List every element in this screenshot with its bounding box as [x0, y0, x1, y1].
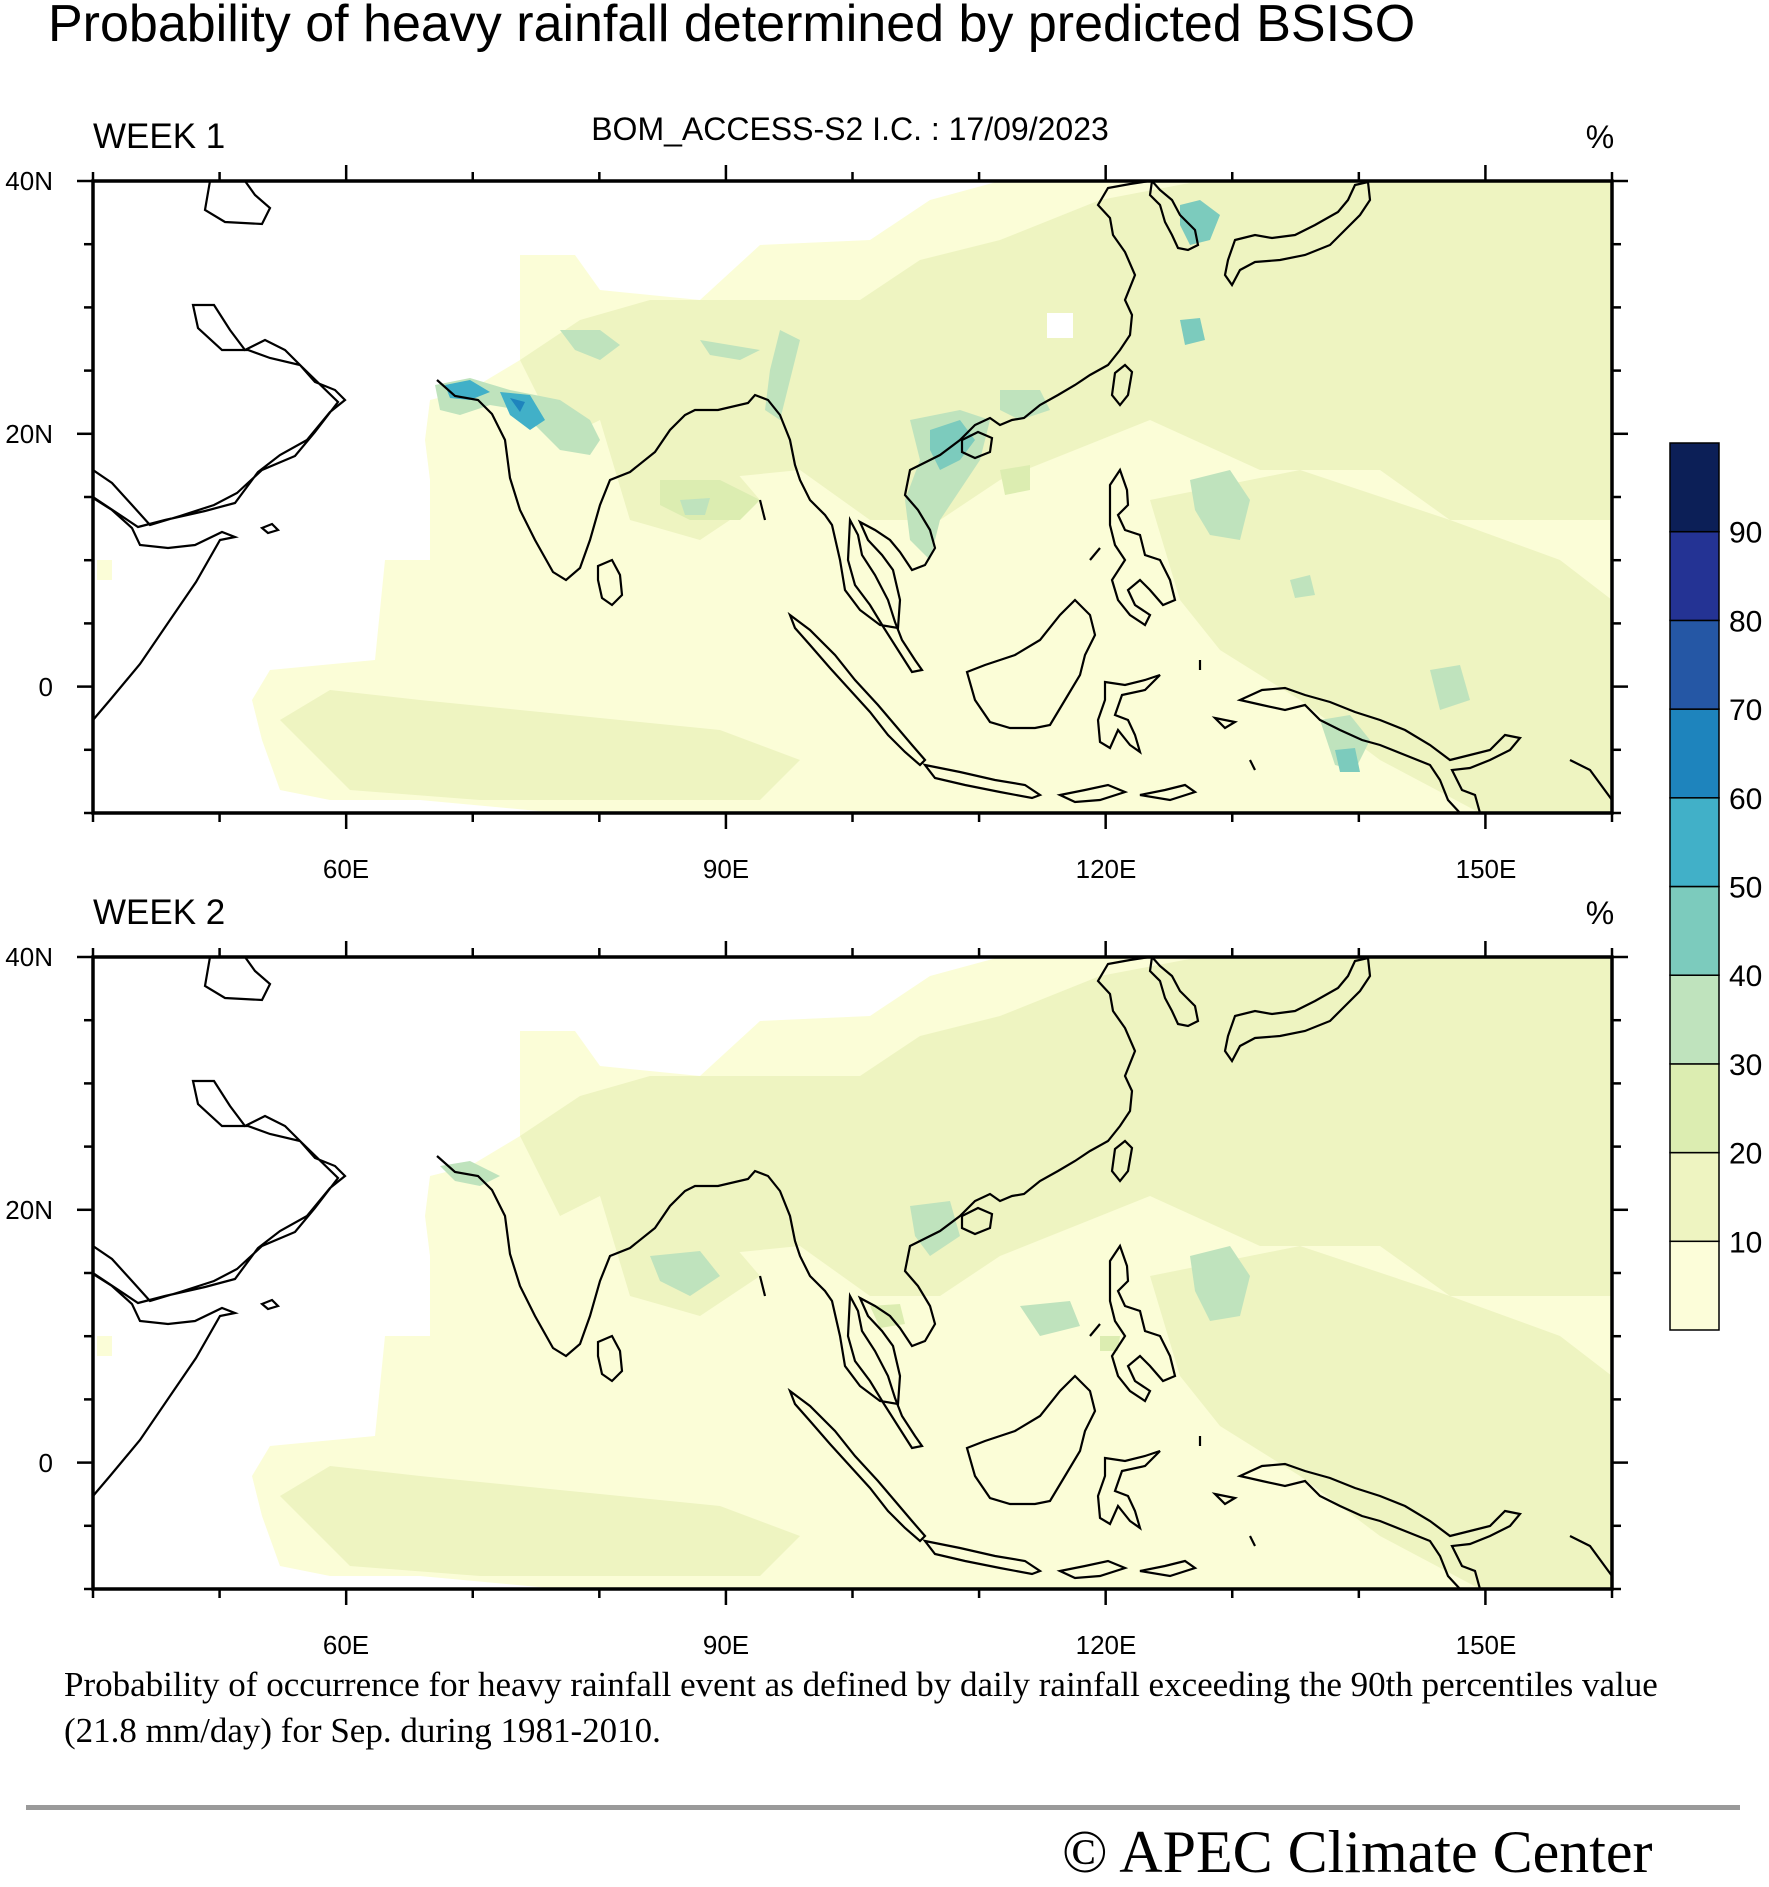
lat-labels-week2: 40N 20N 0 — [5, 942, 53, 1478]
axis-ticks-week2 — [77, 941, 1628, 1605]
colorbar-swatch — [1669, 708, 1720, 799]
copyright-text: © APEC Climate Center — [1062, 1819, 1653, 1885]
lon-label: 90E — [703, 854, 749, 884]
lon-label: 150E — [1456, 1630, 1517, 1660]
colorbar-level-label: 30 — [1729, 1049, 1762, 1082]
lat-label: 20N — [5, 419, 53, 449]
unit-label-week1: % — [1586, 119, 1614, 155]
panel-label-week2: WEEK 2 — [93, 893, 225, 932]
lat-label: 0 — [39, 1448, 53, 1478]
lat-labels-week1: 40N 20N 0 — [5, 166, 53, 702]
colorbar-swatch — [1669, 885, 1720, 976]
lon-label: 150E — [1456, 854, 1517, 884]
colorbar-swatch — [1669, 442, 1720, 533]
panel-week2 — [77, 941, 1628, 1605]
colorbar-level-label: 40 — [1729, 960, 1762, 993]
lon-label: 120E — [1076, 854, 1137, 884]
axis-ticks-week1 — [77, 165, 1628, 829]
colorbar-level-label: 90 — [1729, 517, 1762, 550]
colorbar-swatch — [1669, 530, 1720, 622]
colorbar-swatch — [1669, 797, 1720, 888]
lon-label: 90E — [703, 1630, 749, 1660]
colorbar: 10 20 30 40 50 60 70 80 90 — [1669, 442, 1762, 1331]
lon-label: 60E — [323, 1630, 369, 1660]
probability-field-week1 — [93, 181, 1612, 813]
figure-caption: Probability of occurrence for heavy rain… — [64, 1665, 1658, 1750]
colorbar-swatch — [1669, 619, 1720, 710]
lat-label: 20N — [5, 1195, 53, 1225]
panel-week1 — [77, 165, 1628, 829]
divider — [26, 1805, 1740, 1810]
lon-labels-week2: 60E 90E 120E 150E — [323, 1630, 1517, 1660]
lon-labels-week1: 60E 90E 120E 150E — [323, 854, 1517, 884]
colorbar-swatch — [1669, 1151, 1720, 1243]
lat-label: 40N — [5, 942, 53, 972]
colorbar-level-label: 20 — [1729, 1138, 1762, 1171]
colorbar-level-label: 60 — [1729, 783, 1762, 816]
colorbar-level-label: 80 — [1729, 605, 1762, 638]
colorbar-swatch — [1669, 1240, 1720, 1331]
lon-label: 120E — [1076, 1630, 1137, 1660]
probability-field-week2 — [93, 957, 1612, 1589]
colorbar-swatch — [1669, 974, 1720, 1065]
colorbar-level-label: 50 — [1729, 872, 1762, 905]
lon-label: 60E — [323, 854, 369, 884]
lat-label: 0 — [39, 672, 53, 702]
unit-label-week2: % — [1586, 895, 1614, 931]
model-info-text: BOM_ACCESS-S2 I.C. : 17/09/2023 — [591, 111, 1109, 147]
panel-label-week1: WEEK 1 — [93, 117, 225, 156]
figure-title: Probability of heavy rainfall determined… — [48, 0, 1416, 53]
colorbar-swatch — [1669, 1063, 1720, 1154]
colorbar-level-label: 10 — [1729, 1226, 1762, 1259]
lat-label: 40N — [5, 166, 53, 196]
colorbar-level-label: 70 — [1729, 694, 1762, 727]
